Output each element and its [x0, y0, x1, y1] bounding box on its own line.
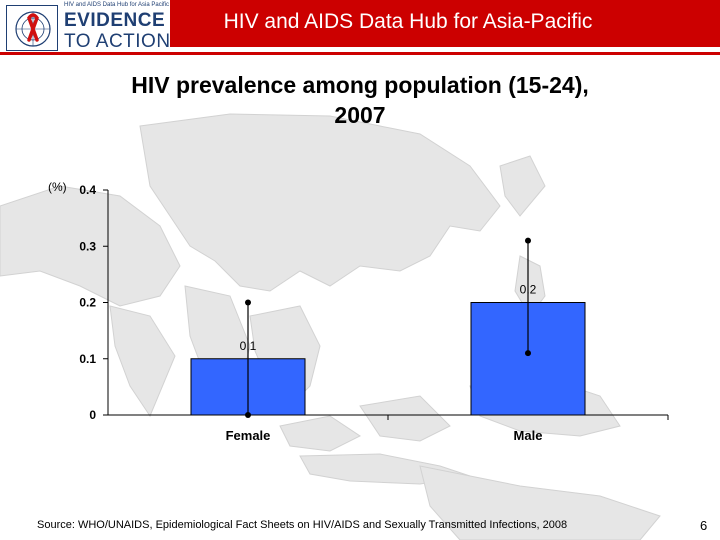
header-title: HIV and AIDS Data Hub for Asia-Pacific — [223, 10, 593, 33]
evidence-to-action-logo: HIV and AIDS Data Hub for Asia Pacific E… — [6, 2, 171, 52]
slide-title: HIV prevalence among population (15-24),… — [60, 70, 660, 130]
error-bar-upper-point — [525, 237, 531, 244]
logo-text-to-action: TO ACTION — [64, 31, 171, 52]
y-tick-label: 0.1 — [79, 352, 96, 366]
logo-text-evidence: EVIDENCE — [64, 10, 166, 31]
y-tick-label: 0.3 — [79, 239, 96, 253]
x-category-label: Female — [226, 428, 271, 443]
header: HIV and AIDS Data Hub for Asia Pacific E… — [0, 0, 720, 56]
error-bar-lower-point — [525, 350, 531, 357]
slide-title-line-2: 2007 — [334, 102, 386, 128]
x-category-label: Male — [514, 428, 543, 443]
error-bar-lower-point — [245, 412, 251, 418]
data-label-male: 0.2 — [520, 283, 537, 297]
red-ribbon-un-emblem-icon — [6, 5, 58, 51]
page-number: 6 — [700, 518, 708, 533]
source-note: Source: WHO/UNAIDS, Epidemiological Fact… — [37, 519, 568, 531]
logo-tagline: HIV and AIDS Data Hub for Asia Pacific — [64, 2, 170, 8]
error-bar-upper-point — [245, 299, 251, 306]
header-banner: HIV and AIDS Data Hub for Asia-Pacific — [170, 0, 720, 47]
y-axis-unit-label: (%) — [48, 180, 67, 194]
slide-title-line-1: HIV prevalence among population (15-24), — [131, 72, 589, 98]
y-tick-label: 0.4 — [79, 183, 96, 197]
header-divider — [0, 52, 720, 55]
y-tick-label: 0.2 — [79, 296, 96, 310]
data-label-female: 0.1 — [240, 339, 257, 353]
y-tick-label: 0 — [89, 408, 96, 422]
